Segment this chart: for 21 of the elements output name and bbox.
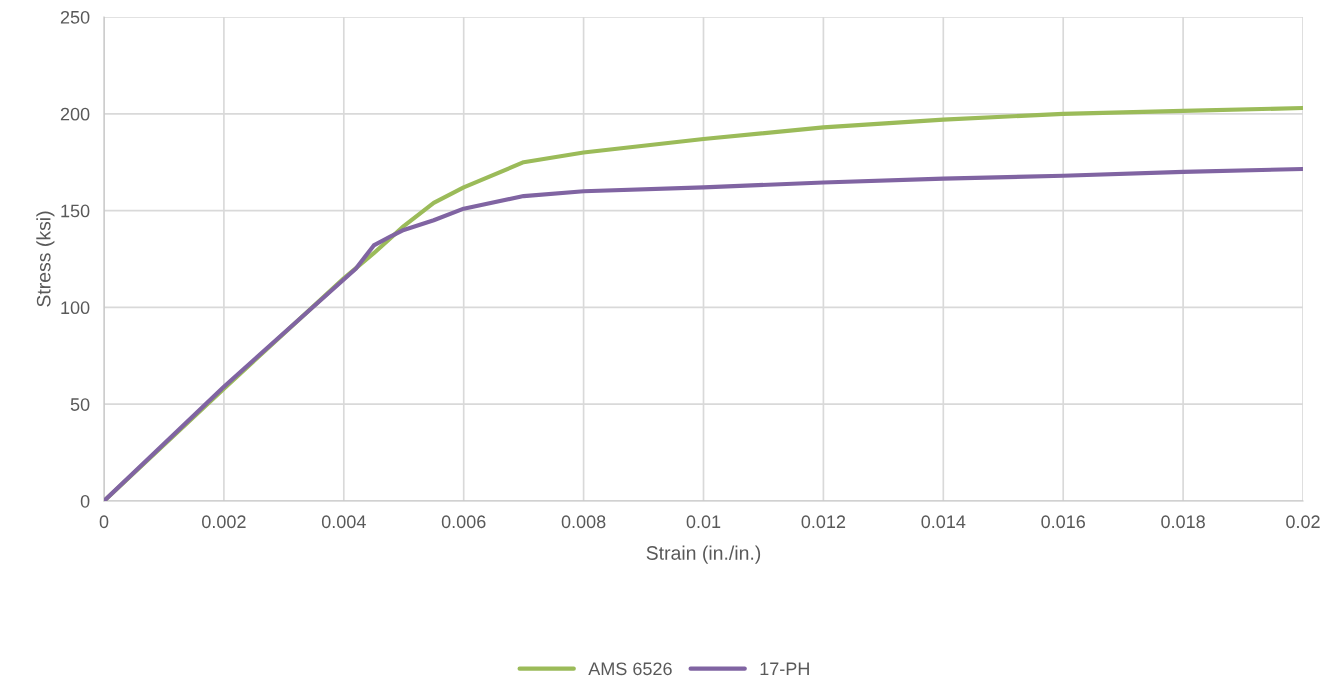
x-tick-label: 0 xyxy=(99,515,109,529)
legend-label: AMS 6526 xyxy=(588,662,672,676)
x-tick-label: 0.012 xyxy=(801,515,846,529)
x-tick-label: 0.006 xyxy=(441,515,486,529)
y-tick-label: 200 xyxy=(60,107,90,121)
y-tick-label: 250 xyxy=(60,10,90,24)
y-tick-label: 100 xyxy=(61,301,90,315)
x-tick-label: 0.004 xyxy=(321,515,366,529)
y-tick-label: 50 xyxy=(70,398,90,411)
x-tick-label: 0.008 xyxy=(561,515,606,529)
x-tick-label: 0.016 xyxy=(1041,515,1085,529)
y-tick-label: 0 xyxy=(80,494,90,508)
y-tick-label: 150 xyxy=(61,204,90,218)
x-tick-label: 0.01 xyxy=(686,515,721,529)
x-axis-title: Strain (in./in.) xyxy=(646,545,761,564)
x-tick-label: 0.014 xyxy=(921,515,966,529)
x-tick-label: 0.02 xyxy=(1286,515,1320,529)
legend-label: 17-PH xyxy=(760,662,809,675)
y-axis-title: Stress (ksi) xyxy=(36,211,55,307)
x-tick-label: 0.002 xyxy=(202,515,246,529)
x-tick-label: 0.018 xyxy=(1161,515,1205,529)
